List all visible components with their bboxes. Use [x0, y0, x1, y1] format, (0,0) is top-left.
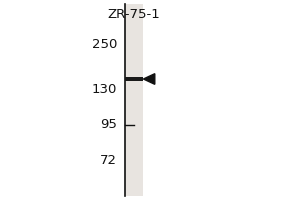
Polygon shape — [143, 74, 155, 84]
Bar — [124, 77, 142, 81]
Text: 95: 95 — [100, 118, 117, 132]
Text: 130: 130 — [92, 83, 117, 96]
Text: 72: 72 — [100, 154, 117, 166]
Bar — [124, 4, 142, 196]
Text: 250: 250 — [92, 38, 117, 50]
Text: ZR-75-1: ZR-75-1 — [107, 7, 160, 21]
